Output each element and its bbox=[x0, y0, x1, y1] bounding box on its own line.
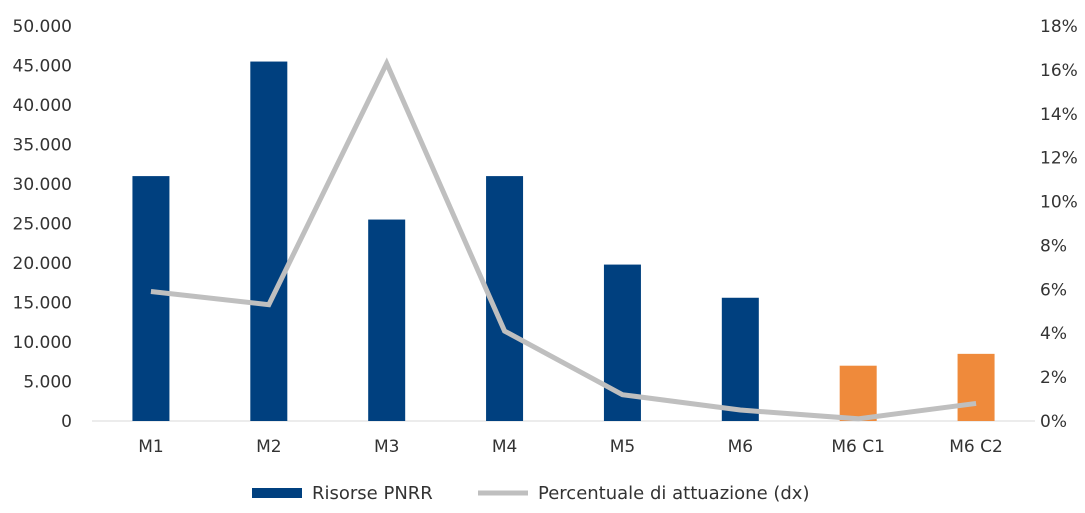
left-tick-label: 40.000 bbox=[13, 96, 72, 116]
x-tick-label: M5 bbox=[610, 437, 635, 457]
left-tick-label: 45.000 bbox=[13, 57, 72, 77]
left-tick-label: 5.000 bbox=[23, 373, 72, 393]
x-tick-label: M6 bbox=[728, 437, 753, 457]
legend-label-risorse: Risorse PNRR bbox=[312, 483, 433, 504]
bar-m2 bbox=[250, 62, 287, 421]
x-tick-label: M6 C2 bbox=[949, 437, 1003, 457]
left-tick-label: 0 bbox=[61, 412, 72, 432]
bar-m1 bbox=[132, 176, 169, 421]
right-tick-label: 6% bbox=[1040, 280, 1067, 300]
bars bbox=[132, 62, 994, 421]
left-tick-label: 25.000 bbox=[13, 215, 72, 235]
x-tick-label: M6 C1 bbox=[831, 437, 885, 457]
right-axis-ticks: 0% 2% 4% 6% 8% 10% 12% 14% 16% 18% bbox=[1040, 17, 1078, 432]
right-tick-label: 4% bbox=[1040, 324, 1067, 344]
bar-m6-c2 bbox=[958, 354, 995, 421]
bar-m3 bbox=[368, 220, 405, 421]
bar-m6 bbox=[722, 298, 759, 421]
right-tick-label: 16% bbox=[1040, 61, 1078, 81]
right-tick-label: 18% bbox=[1040, 17, 1078, 37]
x-tick-label: M4 bbox=[492, 437, 517, 457]
left-tick-label: 20.000 bbox=[13, 254, 72, 274]
x-axis-ticks: M1 M2 M3 M4 M5 M6 M6 C1 M6 C2 bbox=[138, 437, 1003, 457]
right-tick-label: 2% bbox=[1040, 368, 1067, 388]
left-tick-label: 15.000 bbox=[13, 294, 72, 314]
x-tick-label: M3 bbox=[374, 437, 399, 457]
right-tick-label: 8% bbox=[1040, 236, 1067, 256]
right-tick-label: 14% bbox=[1040, 105, 1078, 125]
bar-m6-c1 bbox=[840, 366, 877, 421]
left-axis-ticks: 0 5.000 10.000 15.000 20.000 25.000 30.000 35.0… bbox=[13, 17, 72, 432]
x-tick-label: M1 bbox=[138, 437, 163, 457]
left-tick-label: 30.000 bbox=[13, 175, 72, 195]
legend-swatch-risorse bbox=[252, 488, 302, 498]
right-tick-label: 12% bbox=[1040, 149, 1078, 169]
right-tick-label: 0% bbox=[1040, 412, 1067, 432]
legend: Risorse PNRR Percentuale di attuazione (d… bbox=[252, 483, 810, 504]
left-tick-label: 10.000 bbox=[13, 333, 72, 353]
legend-label-percentuale: Percentuale di attuazione (dx) bbox=[538, 483, 810, 504]
x-tick-label: M2 bbox=[256, 437, 281, 457]
left-tick-label: 50.000 bbox=[13, 17, 72, 37]
right-tick-label: 10% bbox=[1040, 193, 1078, 213]
left-tick-label: 35.000 bbox=[13, 136, 72, 156]
